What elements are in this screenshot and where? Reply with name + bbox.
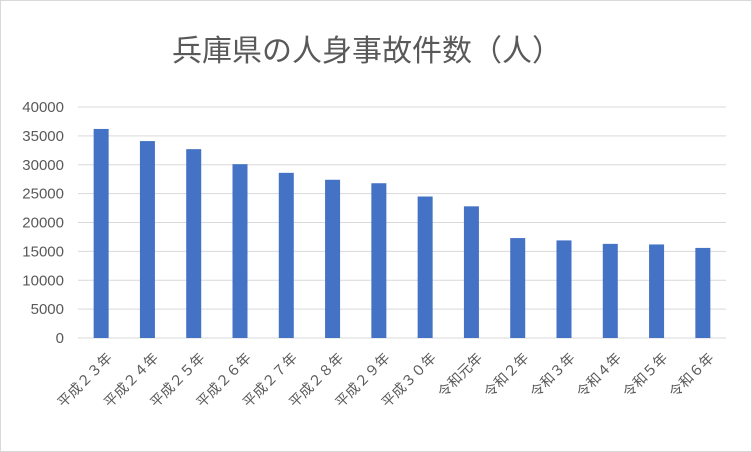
x-category-label: 令和６年 <box>667 350 718 401</box>
bar <box>556 240 572 338</box>
y-tick-label: 20000 <box>22 215 64 232</box>
x-axis-category-labels: 平成２３年平成２４年平成２５年平成２６年平成２７年平成２８年平成２９年平成３０年… <box>55 350 718 411</box>
y-tick-label: 10000 <box>22 272 64 289</box>
chart-title: 兵庫県の人身事故件数（人） <box>172 34 562 69</box>
y-tick-label: 40000 <box>22 99 64 116</box>
bar <box>232 164 248 338</box>
bar <box>695 247 711 338</box>
x-category-label: 令和元年 <box>435 350 486 401</box>
x-category-label: 令和３年 <box>528 350 579 401</box>
y-tick-label: 30000 <box>22 157 64 174</box>
bars <box>93 128 711 338</box>
y-tick-label: 0 <box>56 330 64 347</box>
bar <box>371 183 387 338</box>
x-category-label: 令和４年 <box>574 350 625 401</box>
bar <box>278 172 294 338</box>
bar <box>602 243 618 338</box>
bar <box>139 141 155 338</box>
x-category-label: 令和５年 <box>620 350 671 401</box>
y-tick-label: 25000 <box>22 186 64 203</box>
y-tick-label: 5000 <box>31 301 64 318</box>
y-tick-label: 15000 <box>22 243 64 260</box>
bar <box>649 244 665 338</box>
bar <box>93 128 109 338</box>
bar <box>417 196 433 338</box>
bar <box>510 238 526 338</box>
x-category-label: 令和２年 <box>481 350 532 401</box>
gridlines <box>78 106 726 339</box>
bar <box>325 179 341 338</box>
bar <box>186 149 202 338</box>
y-tick-label: 35000 <box>22 128 64 145</box>
y-axis-tick-labels: 0 5000 10000 15000 20000 25000 30000 35000 40000 <box>22 99 64 347</box>
bar <box>463 206 479 338</box>
